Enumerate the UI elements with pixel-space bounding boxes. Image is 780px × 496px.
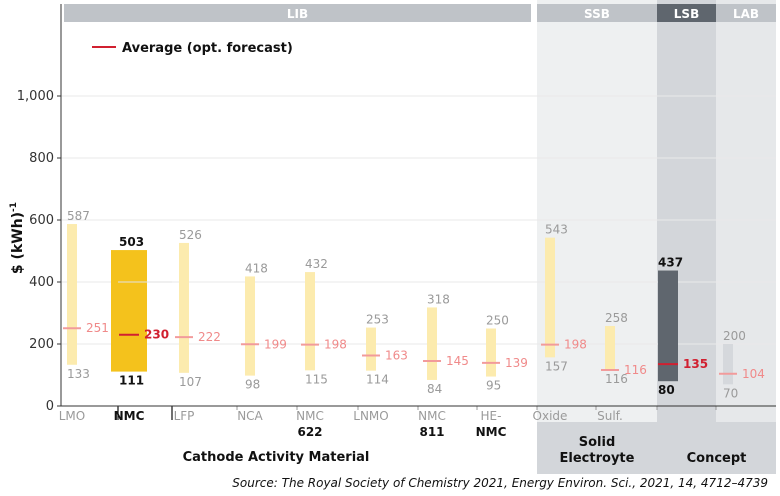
range-bars	[63, 224, 737, 385]
group-label-box	[657, 422, 776, 474]
group-label-text: Concept	[687, 451, 747, 466]
range-bar	[111, 250, 147, 372]
min-value-label: 115	[305, 372, 328, 386]
category-label: NMC	[476, 425, 507, 439]
average-value-label: 145	[446, 354, 469, 368]
min-value-label: 107	[179, 375, 202, 389]
max-value-label: 543	[545, 223, 568, 237]
max-value-label: 200	[723, 329, 746, 343]
ssb-background	[537, 0, 657, 474]
legend: Average (opt. forecast)	[92, 41, 293, 56]
group-label-text: Electroyte	[560, 451, 635, 466]
average-value-label: 251	[86, 321, 109, 335]
y-tick-label: 0	[46, 399, 54, 414]
group-band-label: LSB	[674, 7, 699, 21]
category-label: NMC	[114, 409, 145, 423]
range-bar	[658, 270, 678, 382]
group-band	[657, 4, 716, 22]
range-bar	[366, 327, 376, 371]
lsb-background	[657, 0, 716, 474]
range-bar	[723, 344, 733, 385]
category-label: LFP	[174, 409, 195, 423]
group-band-label: SSB	[584, 7, 610, 21]
min-value-label: 80	[658, 383, 675, 397]
labels: 587 133 251 LMO 503 111 230 NMC 526 107 222 LFP 418 9…	[17, 7, 765, 466]
x-axis-title: Cathode Activity Material	[183, 450, 370, 465]
y-axis-title-main: $ (kWh)	[10, 212, 26, 274]
category-label: 811	[419, 425, 444, 439]
category-label: NMC	[418, 409, 446, 423]
average-value-label: 116	[624, 363, 647, 377]
category-label: NMC	[296, 409, 324, 423]
average-value-label: 199	[264, 337, 287, 351]
min-value-label: 95	[486, 379, 501, 393]
min-value-label: 116	[605, 372, 628, 386]
min-value-label: 70	[723, 386, 738, 400]
category-label: Sulf.	[597, 409, 623, 423]
average-value-label: 104	[742, 367, 765, 381]
category-label: 622	[297, 425, 322, 439]
max-value-label: 318	[427, 292, 450, 306]
range-bar	[245, 276, 255, 376]
average-value-label: 135	[683, 357, 708, 371]
range-bar	[179, 242, 189, 373]
max-value-label: 526	[179, 228, 202, 242]
max-value-label: 418	[245, 261, 268, 275]
group-bands	[64, 4, 776, 474]
y-tick-label: 800	[29, 151, 54, 166]
y-tick-label: 600	[29, 213, 54, 228]
y-tick-label: 1,000	[17, 89, 54, 104]
range-bar	[486, 328, 496, 377]
group-band	[716, 4, 776, 22]
min-value-label: 133	[67, 367, 90, 381]
range-bar	[545, 237, 555, 358]
range-bar	[427, 307, 437, 380]
average-value-label: 230	[144, 328, 169, 342]
average-value-label: 163	[385, 348, 408, 362]
group-label-text: Solid	[579, 435, 616, 450]
min-value-label: 98	[245, 378, 260, 392]
lab-background	[716, 0, 776, 474]
group-label-box	[537, 422, 657, 474]
chart-backgrounds	[537, 0, 776, 474]
group-band	[64, 4, 531, 22]
axes	[57, 4, 776, 420]
max-value-label: 587	[67, 209, 90, 223]
average-value-label: 222	[198, 330, 221, 344]
max-value-label: 503	[119, 235, 144, 249]
max-value-label: 437	[658, 256, 683, 270]
legend-label: Average (opt. forecast)	[122, 41, 293, 56]
min-value-label: 84	[427, 382, 442, 396]
category-label: LNMO	[353, 409, 388, 423]
category-label: NCA	[237, 409, 263, 423]
max-value-label: 253	[366, 313, 389, 327]
category-label: HE-	[481, 409, 502, 423]
range-bar	[605, 326, 615, 371]
min-value-label: 157	[545, 359, 568, 373]
group-band-label: LAB	[733, 7, 759, 21]
max-value-label: 258	[605, 311, 628, 325]
y-tick-label: 400	[29, 275, 54, 290]
range-bar	[67, 224, 77, 365]
y-axis-title-superscript: -1	[9, 202, 19, 212]
average-value-label: 198	[324, 338, 347, 352]
max-value-label: 432	[305, 257, 328, 271]
source-note: Source: The Royal Society of Chemistry 2…	[232, 476, 768, 490]
group-band-label: LIB	[287, 7, 308, 21]
y-tick-label: 200	[29, 337, 54, 352]
max-value-label: 250	[486, 314, 509, 328]
average-value-label: 198	[564, 338, 587, 352]
category-label: Oxide	[533, 409, 568, 423]
min-value-label: 111	[119, 374, 144, 388]
min-value-label: 114	[366, 373, 389, 387]
y-axis-title: $ (kWh)-1	[9, 202, 26, 274]
category-label: LMO	[59, 409, 85, 423]
group-band	[537, 4, 657, 22]
range-bar	[305, 272, 315, 371]
average-value-label: 139	[505, 356, 528, 370]
